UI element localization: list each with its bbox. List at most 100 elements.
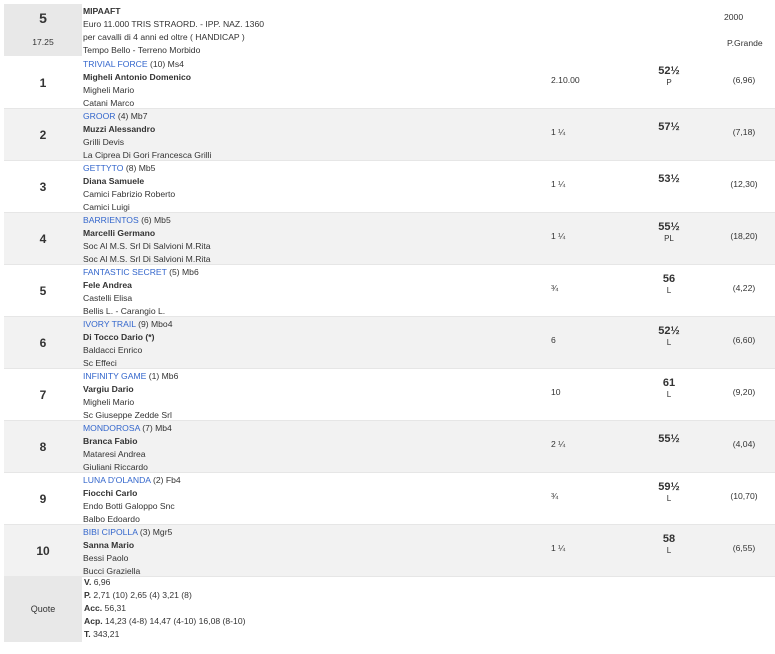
weight-suffix: PL (664, 234, 674, 243)
runner-info: LUNA D'OLANDA (2) Fb4 Fiocchi Carlo Endo B… (83, 474, 181, 526)
trainer-name: Mataresi Andrea (83, 449, 146, 459)
table-row: 2 GROOR (4) Mb7 Muzzi Alessandro Grilli Dev… (4, 109, 775, 161)
finish-position: 4 (39, 231, 47, 246)
owner-name: La Ciprea Di Gori Francesca Grilli (83, 150, 212, 160)
runner-info: BARRIENTOS (6) Mb5 Marcelli Germano Soc Al… (83, 214, 211, 266)
horse-link[interactable]: BARRIENTOS (83, 215, 139, 225)
jockey-name: Vargiu Dario (83, 384, 134, 394)
horse-link[interactable]: FANTASTIC SECRET (83, 267, 167, 277)
weight-value: 61 (662, 377, 676, 389)
horse-extra: (2) Fb4 (152, 475, 181, 485)
trainer-name: Migheli Mario (83, 85, 135, 95)
trainer-name: Camici Fabrizio Roberto (83, 189, 176, 199)
weight-value: 59½ (658, 481, 680, 493)
horse-extra: (4) Mb7 (117, 111, 148, 121)
table-row: 9 LUNA D'OLANDA (2) Fb4 Fiocchi Carlo Endo … (4, 473, 775, 525)
horse-line: TRIVIAL FORCE (10) Ms4 (83, 58, 191, 71)
odds-value: (9,20) (732, 387, 756, 397)
quote-t-value: 343,21 (93, 629, 120, 639)
weight-suffix: L (666, 338, 672, 347)
horse-line: LUNA D'OLANDA (2) Fb4 (83, 474, 181, 487)
horse-extra: (5) Mb6 (169, 267, 199, 277)
horse-extra: (3) Mgr5 (139, 527, 173, 537)
horse-extra: (6) Mb5 (141, 215, 171, 225)
weight-suffix: L (666, 390, 672, 399)
jockey-name: Muzzi Alessandro (83, 124, 156, 134)
quote-acp-value: 14,23 (4-8) 14,47 (4-10) 16,08 (8-10) (105, 616, 246, 626)
owner-name: Bucci Graziella (83, 566, 141, 576)
weight-value: 56 (662, 273, 676, 285)
runner-info: GETTYTO (8) Mb5 Diana Samuele Camici Fabri… (83, 162, 175, 214)
horse-link[interactable]: BIBI CIPOLLA (83, 527, 138, 537)
finish-position: 7 (39, 387, 47, 402)
quote-label: Quote (4, 576, 82, 642)
owner-name: Sc Effeci (83, 358, 117, 368)
quote-acc: Acc. 56,31 (84, 602, 245, 615)
jockey-name: Di Tocco Dario (*) (83, 332, 155, 342)
horse-link[interactable]: TRIVIAL FORCE (83, 59, 148, 69)
horse-link[interactable]: GROOR (83, 111, 116, 121)
horse-extra: (8) Mb5 (125, 163, 156, 173)
weight-cell: 58 L (644, 533, 694, 557)
horse-extra: (1) Mb6 (148, 371, 179, 381)
jockey-name: Migheli Antonio Domenico (83, 72, 192, 82)
race-time: 17.25 (32, 37, 54, 47)
weight-cell: 52½ P (644, 65, 694, 89)
weight-cell: 53½ (644, 173, 694, 185)
finish-position: 6 (39, 335, 47, 350)
finish-position: 1 (39, 75, 47, 90)
quote-acp: Acp. 14,23 (4-8) 14,47 (4-10) 16,08 (8-1… (84, 615, 245, 628)
horse-extra: (7) Mb4 (142, 423, 172, 433)
quote-p-label: P. (84, 590, 92, 600)
weight-cell: 61 L (644, 377, 694, 401)
table-row: 8 MONDOROSA (7) Mb4 Branca Fabio Mataresi A… (4, 421, 775, 473)
quote-acp-label: Acp. (84, 616, 103, 626)
distance-value: 1 ¼ (551, 543, 566, 553)
weight-suffix: P (666, 78, 672, 87)
trainer-name: Bessi Paolo (83, 553, 129, 563)
weight-value: 57½ (658, 121, 680, 133)
finish-position: 8 (39, 439, 47, 454)
horse-link[interactable]: LUNA D'OLANDA (83, 475, 151, 485)
owner-name: Balbo Edoardo (83, 514, 140, 524)
horse-extra: (10) Ms4 (150, 59, 184, 69)
race-name: MIPAAFT (83, 6, 121, 16)
weight-value: 52½ (658, 325, 680, 337)
weight-value: 58 (662, 533, 676, 545)
quote-acc-label: Acc. (84, 603, 103, 613)
finish-position: 5 (39, 283, 47, 298)
weight-suffix: L (666, 546, 672, 555)
table-row: 3 GETTYTO (8) Mb5 Diana Samuele Camici Fabr… (4, 161, 775, 213)
horse-link[interactable]: GETTYTO (83, 163, 124, 173)
weight-suffix: L (666, 286, 672, 295)
odds-value: (10,70) (730, 491, 758, 501)
horse-line: GETTYTO (8) Mb5 (83, 162, 175, 175)
odds-value: (18,20) (730, 231, 758, 241)
trainer-name: Grilli Devis (83, 137, 125, 147)
weight-suffix: L (666, 494, 672, 503)
distance-value: ¾ (551, 491, 559, 501)
trainer-name: Baldacci Enrico (83, 345, 143, 355)
horse-line: IVORY TRAIL (9) Mbo4 (83, 318, 172, 331)
race-prize: Euro 11.000 TRIS STRAORD. - IPP. NAZ. 13… (83, 19, 265, 29)
distance-value: 2.10.00 (551, 75, 580, 85)
horse-link[interactable]: IVORY TRAIL (83, 319, 136, 329)
weight-value: 53½ (658, 173, 680, 185)
table-row: 10 BIBI CIPOLLA (3) Mgr5 Sanna Mario Bessi … (4, 525, 775, 577)
distance-value: 1 ¼ (551, 231, 566, 241)
race-distance: 2000 (724, 12, 744, 22)
trainer-name: Endo Botti Galoppo Snc (83, 501, 175, 511)
horse-link[interactable]: MONDOROSA (83, 423, 140, 433)
finish-position: 2 (39, 127, 47, 142)
horse-line: BIBI CIPOLLA (3) Mgr5 (83, 526, 172, 539)
runner-info: MONDOROSA (7) Mb4 Branca Fabio Mataresi An… (83, 422, 172, 474)
odds-value: (12,30) (730, 179, 758, 189)
horse-link[interactable]: INFINITY GAME (83, 371, 147, 381)
horse-extra: (9) Mbo4 (138, 319, 173, 329)
quote-values: V. 6,96 P. 2,71 (10) 2,65 (4) 3,21 (8) A… (84, 576, 245, 641)
weight-value: 55½ (658, 221, 680, 233)
weight-cell: 57½ (644, 121, 694, 133)
quote-v-label: V. (84, 577, 92, 587)
trainer-name: Soc Al M.S. Srl Di Salvioni M.Rita (83, 241, 211, 251)
